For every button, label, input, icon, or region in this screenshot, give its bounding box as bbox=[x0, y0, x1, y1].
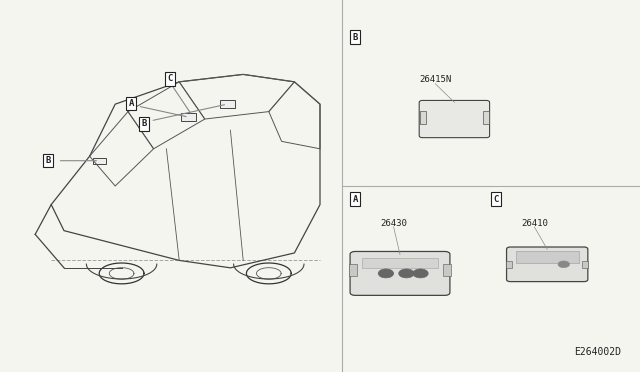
Text: B: B bbox=[141, 119, 147, 128]
FancyBboxPatch shape bbox=[350, 251, 450, 295]
Bar bbox=[506, 261, 512, 268]
Text: B: B bbox=[45, 156, 51, 165]
Bar bbox=[220, 100, 235, 108]
Circle shape bbox=[378, 269, 394, 278]
Text: E264002D: E264002D bbox=[574, 347, 621, 357]
Bar bbox=[349, 264, 357, 276]
Bar bbox=[362, 258, 438, 268]
Bar bbox=[443, 264, 451, 276]
Text: B: B bbox=[353, 33, 358, 42]
Bar bbox=[420, 111, 426, 124]
Circle shape bbox=[413, 269, 428, 278]
Bar bbox=[516, 251, 579, 263]
FancyBboxPatch shape bbox=[507, 247, 588, 282]
Text: 26410: 26410 bbox=[521, 219, 548, 228]
Text: A: A bbox=[129, 99, 134, 108]
Text: A: A bbox=[353, 195, 358, 203]
Text: 26430: 26430 bbox=[380, 219, 407, 228]
Bar bbox=[582, 261, 588, 268]
Circle shape bbox=[399, 269, 414, 278]
Text: C: C bbox=[493, 195, 499, 203]
Bar bbox=[93, 158, 106, 164]
FancyBboxPatch shape bbox=[419, 100, 490, 138]
Text: C: C bbox=[167, 74, 172, 83]
Bar bbox=[181, 113, 196, 121]
Bar bbox=[483, 111, 489, 124]
Circle shape bbox=[558, 261, 570, 268]
Text: 26415N: 26415N bbox=[419, 76, 451, 84]
